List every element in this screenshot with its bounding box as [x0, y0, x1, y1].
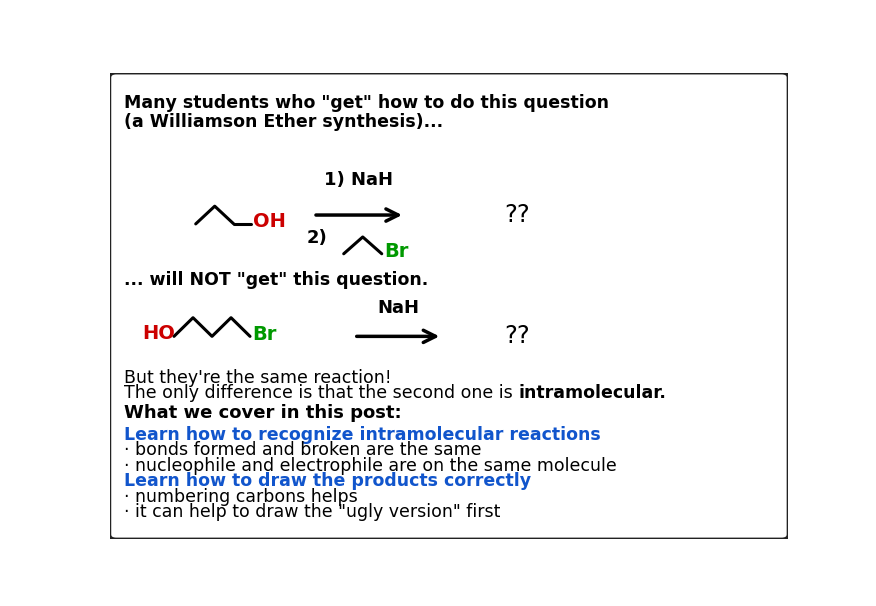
Text: The only difference is that the second one is: The only difference is that the second o… — [124, 384, 519, 402]
Text: Br: Br — [384, 242, 408, 261]
Text: But they're the same reaction!: But they're the same reaction! — [124, 369, 392, 387]
Text: (a Williamson Ether synthesis)...: (a Williamson Ether synthesis)... — [124, 113, 443, 132]
Text: Br: Br — [252, 325, 277, 344]
Text: HO: HO — [142, 324, 175, 342]
Text: Many students who "get" how to do this question: Many students who "get" how to do this q… — [124, 94, 610, 112]
Text: Learn how to draw the products correctly: Learn how to draw the products correctly — [124, 472, 532, 490]
Text: · bonds formed and broken are the same: · bonds formed and broken are the same — [124, 441, 482, 459]
Text: 1) NaH: 1) NaH — [324, 171, 393, 189]
Text: NaH: NaH — [377, 299, 419, 317]
Text: 2): 2) — [307, 229, 327, 247]
FancyBboxPatch shape — [110, 73, 788, 539]
Text: ??: ?? — [504, 324, 530, 348]
Text: What we cover in this post:: What we cover in this post: — [124, 404, 402, 422]
Text: ... will NOT "get" this question.: ... will NOT "get" this question. — [124, 271, 428, 289]
Text: Learn how to recognize intramolecular reactions: Learn how to recognize intramolecular re… — [124, 426, 601, 444]
Text: · numbering carbons helps: · numbering carbons helps — [124, 488, 358, 505]
Text: ??: ?? — [504, 203, 530, 227]
Text: intramolecular.: intramolecular. — [519, 384, 667, 402]
Text: OH: OH — [253, 212, 286, 231]
Text: · it can help to draw the "ugly version" first: · it can help to draw the "ugly version"… — [124, 503, 501, 521]
Text: · nucleophile and electrophile are on the same molecule: · nucleophile and electrophile are on th… — [124, 457, 618, 474]
